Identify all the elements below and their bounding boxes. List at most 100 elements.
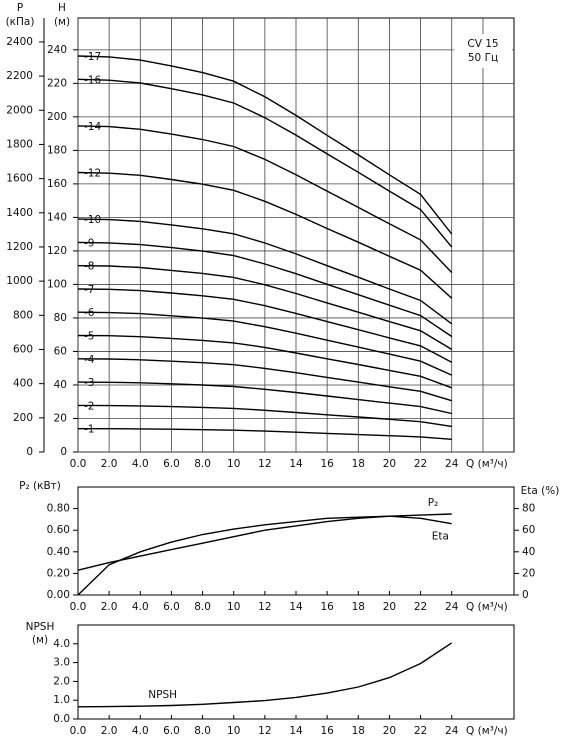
series-label: -6	[84, 307, 95, 319]
y2-tick-label: 80	[522, 503, 535, 515]
x-tick-label: 20	[383, 725, 396, 737]
axis-title: NPSH	[26, 621, 55, 633]
y-tick-label: 100	[47, 278, 67, 290]
y2-tick-label: 1200	[6, 241, 33, 253]
x-tick-label: 6.0	[163, 725, 180, 737]
x-tick-label: 20	[383, 458, 396, 470]
x-tick-label: 2.0	[101, 725, 118, 737]
x-tick-label: 6.0	[163, 458, 180, 470]
series-line	[77, 358, 452, 402]
series-label: -2	[84, 400, 94, 412]
y2-tick-label: 200	[13, 412, 33, 424]
x-tick-label: 6.0	[163, 601, 180, 613]
y-tick-label: 4.0	[53, 638, 70, 650]
series-line	[77, 311, 452, 376]
axis-title: P	[17, 2, 23, 14]
x-tick-label: 4.0	[132, 458, 149, 470]
series-line	[78, 428, 452, 440]
x-axis-title: Q (м³/ч)	[466, 458, 508, 470]
y2-tick-label: 1000	[6, 275, 33, 287]
annotation-box	[454, 34, 512, 68]
series-label: NPSH	[148, 689, 177, 701]
x-tick-label: 4.0	[132, 725, 149, 737]
axis-title: H	[58, 2, 66, 14]
x-tick-label: 4.0	[132, 601, 149, 613]
series-label: -9	[84, 237, 94, 249]
x-tick-label: 0.0	[70, 725, 87, 737]
y-tick-label: 0.80	[47, 503, 70, 515]
y2-tick-label: 400	[13, 378, 33, 390]
x-tick-label: 8.0	[194, 458, 211, 470]
y-tick-label: 2.0	[53, 675, 70, 687]
y2-tick-label: 2000	[6, 104, 33, 116]
y2-tick-label: 0	[26, 446, 33, 458]
axis-title: P₂ (кВт)	[19, 480, 61, 492]
x-tick-label: 22	[414, 601, 427, 613]
y2-tick-label: 1800	[6, 138, 33, 150]
series-line	[77, 334, 452, 389]
series-line	[77, 125, 453, 273]
series-line	[77, 381, 452, 415]
x-tick-label: 18	[352, 725, 365, 737]
x-tick-label: 12	[258, 725, 271, 737]
y-tick-label: 0	[60, 446, 67, 458]
series-label: -16	[84, 74, 101, 86]
x-tick-label: 8.0	[194, 725, 211, 737]
x-tick-label: 14	[289, 601, 303, 613]
series-label: Eta	[432, 531, 449, 543]
y-tick-label: 80	[54, 312, 67, 324]
plot-frame	[77, 624, 515, 720]
x-tick-label: 22	[414, 725, 427, 737]
x-tick-label: 10	[227, 458, 240, 470]
x-tick-label: 0.0	[70, 601, 87, 613]
x-tick-label: 8.0	[194, 601, 211, 613]
y-tick-label: 0.20	[47, 567, 70, 579]
y2-tick-label: 2200	[6, 70, 33, 82]
x-tick-label: 24	[445, 458, 459, 470]
y-tick-label: 180	[47, 144, 67, 156]
x-tick-label: 2.0	[101, 458, 118, 470]
series-label: P₂	[428, 497, 439, 509]
annotation: CV 15	[467, 38, 498, 50]
axis-title: Eta (%)	[521, 485, 560, 497]
y-tick-label: 3.0	[53, 657, 70, 669]
y-tick-label: 160	[47, 178, 67, 190]
series-line	[77, 218, 453, 325]
x-tick-label: 0.0	[70, 458, 87, 470]
y2-tick-label: 20	[522, 567, 535, 579]
x-axis-title: Q (м³/ч)	[466, 601, 508, 613]
x-tick-label: 10	[227, 725, 240, 737]
y2-tick-label: 800	[13, 309, 33, 321]
axis-title: (м)	[32, 634, 48, 646]
x-tick-label: 16	[320, 458, 334, 470]
y-tick-label: 220	[47, 77, 67, 89]
x-tick-label: 14	[289, 725, 303, 737]
y-tick-label: 140	[47, 211, 67, 223]
y-tick-label: 0.40	[47, 546, 70, 558]
series-line	[77, 642, 453, 708]
x-axis-title: Q (м³/ч)	[466, 725, 508, 737]
y-tick-label: 1.0	[53, 694, 70, 706]
series-line	[77, 241, 453, 338]
x-tick-label: 24	[445, 601, 459, 613]
series-label: -3	[84, 377, 94, 389]
x-tick-label: 14	[289, 458, 303, 470]
y-tick-label: 240	[47, 44, 67, 56]
y2-tick-label: 2400	[6, 36, 33, 48]
x-tick-label: 18	[352, 458, 365, 470]
y2-tick-label: 1600	[6, 173, 33, 185]
y2-tick-label: 600	[13, 343, 33, 355]
series-line	[77, 404, 452, 428]
x-tick-label: 16	[320, 725, 334, 737]
series-label: -17	[84, 51, 101, 63]
y2-tick-label: 60	[522, 524, 535, 536]
x-tick-label: 16	[320, 601, 334, 613]
series-line	[77, 78, 453, 248]
y-tick-label: 40	[54, 379, 67, 391]
series-line	[77, 288, 453, 363]
series-label: -5	[84, 331, 94, 343]
x-tick-label: 22	[414, 458, 427, 470]
y-tick-label: 0.60	[47, 524, 70, 536]
series-label: -14	[84, 121, 101, 133]
